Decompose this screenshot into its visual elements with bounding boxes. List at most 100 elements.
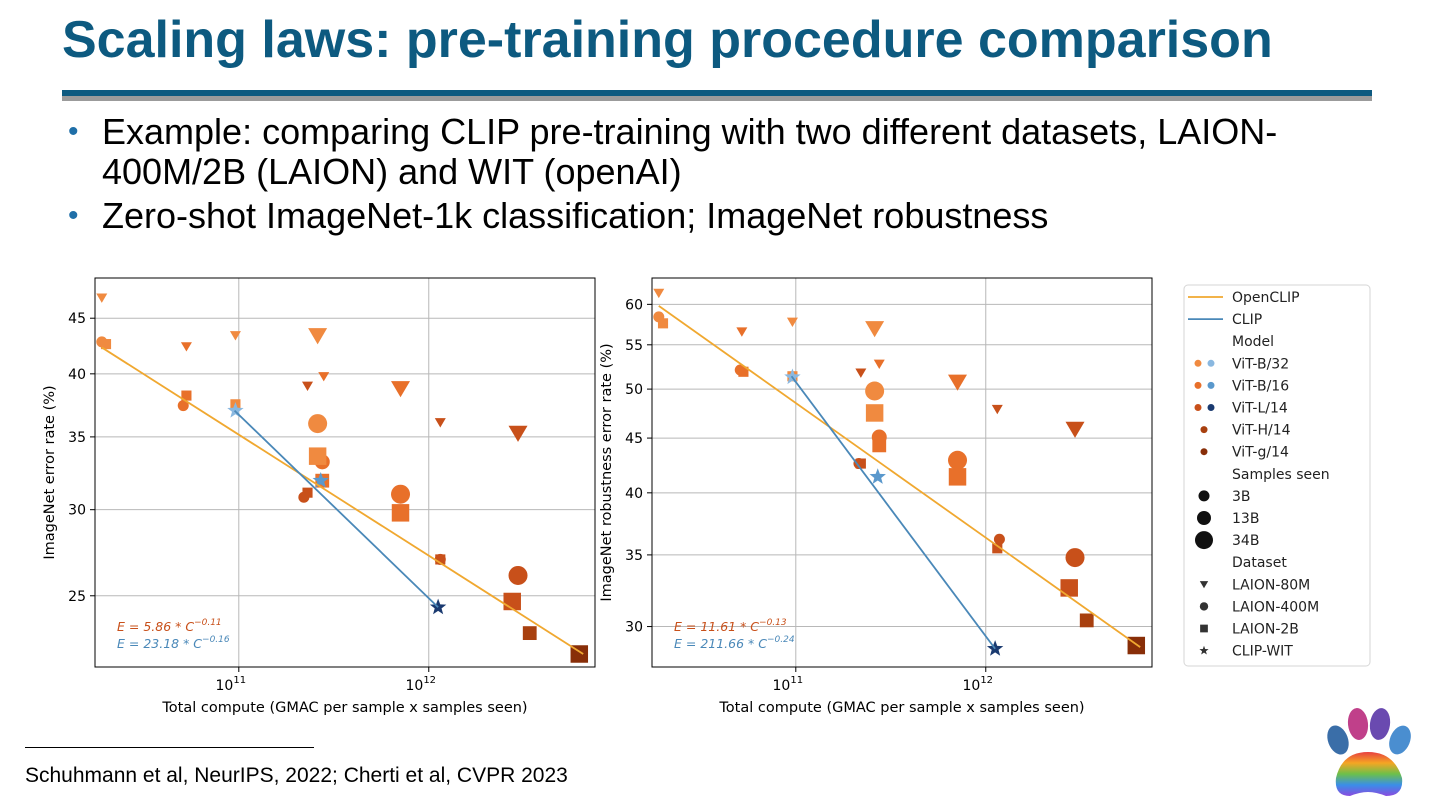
- data-point: [653, 288, 665, 299]
- citation: Schuhmann et al, NeurIPS, 2022; Cherti e…: [25, 764, 568, 787]
- data-point: [736, 327, 748, 337]
- x-tick-base: 10: [405, 678, 423, 694]
- fit-equation-exponent: −0.16: [202, 635, 230, 645]
- data-point: [308, 414, 328, 434]
- fit-equation-exponent: −0.13: [759, 618, 787, 628]
- legend-model-swatch: [1194, 381, 1202, 389]
- legend-marker-swatch: [1199, 645, 1209, 655]
- data-point: [434, 418, 446, 428]
- data-point: [786, 317, 798, 327]
- legend-label: 13B: [1232, 511, 1259, 527]
- fit-line: [658, 305, 1141, 648]
- fit-equation-base: E = 211.66 * C: [674, 636, 767, 651]
- data-point: [657, 318, 669, 329]
- fit-equation-exponent: −0.24: [767, 635, 795, 645]
- y-tick-label: 55: [625, 338, 643, 354]
- fit-equation-exponent: −0.11: [194, 618, 222, 628]
- y-tick-label: 45: [625, 431, 643, 447]
- plot-frame: [94, 277, 596, 668]
- legend-model-swatch: [1207, 381, 1215, 389]
- data-point: [96, 293, 108, 303]
- fit-equation-base: E = 5.86 * C: [117, 619, 194, 634]
- legend-label: ViT-B/16: [1232, 378, 1289, 394]
- plot-frame: [651, 277, 1153, 668]
- y-tick-label: 35: [625, 548, 643, 564]
- legend-model-swatch: [1207, 359, 1215, 367]
- y-tick-label: 30: [625, 620, 643, 636]
- data-point: [738, 366, 749, 377]
- data-point: [391, 381, 411, 398]
- data-point: [229, 331, 241, 341]
- bullet-dot-icon: •: [68, 115, 79, 148]
- fit-equation-base: E = 11.61 * C: [674, 619, 759, 634]
- data-point: [992, 543, 1003, 554]
- x-tick-exponent: 12: [980, 675, 993, 686]
- data-point: [100, 339, 112, 350]
- data-point: [308, 447, 327, 465]
- x-tick-label: 1011: [773, 675, 804, 694]
- x-tick-base: 10: [216, 678, 234, 694]
- legend-size-swatch: [1197, 511, 1211, 525]
- legend-model-swatch: [1200, 448, 1208, 456]
- y-tick-label: 40: [625, 486, 643, 502]
- data-point: [865, 404, 884, 422]
- legend-label: ViT-L/14: [1232, 401, 1288, 417]
- data-point: [873, 359, 885, 370]
- x-tick-label: 1012: [405, 675, 436, 694]
- fit-equation: E = 23.18 * C−0.16: [117, 635, 230, 651]
- x-tick-base: 10: [773, 678, 791, 694]
- y-tick-label: 40: [68, 367, 86, 383]
- data-point: [948, 374, 968, 391]
- data-point: [180, 342, 192, 352]
- fit-equation-base: E = 23.18 * C: [117, 636, 202, 651]
- fit-equation: E = 211.66 * C−0.24: [674, 635, 795, 651]
- legend-model-swatch: [1207, 404, 1215, 411]
- legend-label: LAION-80M: [1232, 577, 1310, 593]
- data-point: [993, 533, 1005, 545]
- data-point: [391, 504, 410, 522]
- legend-model-swatch: [1200, 426, 1208, 434]
- data-point: [177, 400, 189, 412]
- fit-line: [101, 346, 584, 655]
- title-rule-gray: [62, 96, 1372, 101]
- y-axis-label: ImageNet error rate (%): [42, 385, 58, 559]
- legend-label: LAION-2B: [1232, 622, 1299, 638]
- bullet-item: • Zero-shot ImageNet-1k classification; I…: [62, 196, 1402, 236]
- data-point: [312, 472, 329, 488]
- legend-label: ViT-B/32: [1232, 356, 1289, 372]
- slide-title: Scaling laws: pre-training procedure com…: [62, 11, 1273, 69]
- bullet-item: • Example: comparing CLIP pre-training wi…: [62, 112, 1402, 192]
- bullet-text: Zero-shot ImageNet-1k classification; Im…: [102, 195, 1049, 236]
- legend-label: 34B: [1232, 533, 1259, 549]
- data-point: [508, 425, 528, 442]
- legend-label: CLIP-WIT: [1232, 644, 1293, 660]
- data-point: [865, 321, 885, 338]
- footnote-rule: [25, 747, 314, 748]
- x-tick-exponent: 11: [790, 675, 803, 686]
- fit-equation: E = 5.86 * C−0.11: [117, 618, 222, 634]
- x-tick-label: 1012: [962, 675, 993, 694]
- data-point: [227, 402, 244, 418]
- data-point: [318, 372, 330, 382]
- legend-label: OpenCLIP: [1232, 290, 1300, 306]
- legend-marker-swatch: [1199, 581, 1209, 589]
- data-point: [435, 554, 446, 565]
- y-axis-label: ImageNet robustness error rate (%): [599, 343, 615, 601]
- x-tick-exponent: 11: [233, 675, 246, 686]
- legend-label: LAION-400M: [1232, 599, 1319, 615]
- legend-model-swatch: [1194, 359, 1202, 367]
- legend-frame: [1183, 284, 1371, 667]
- bullet-list: • Example: comparing CLIP pre-training wi…: [62, 112, 1402, 240]
- data-point: [948, 450, 968, 470]
- fit-equation: E = 11.61 * C−0.13: [674, 618, 787, 634]
- data-point: [181, 390, 192, 401]
- legend-marker-swatch: [1199, 602, 1209, 611]
- chart-legend: OpenCLIP CLIP Model ViT-B/32 ViT-B/16 ViT-L/1…: [1183, 284, 1371, 667]
- data-point: [865, 381, 885, 401]
- bullet-dot-icon: •: [68, 199, 79, 232]
- legend-label: 3B: [1232, 489, 1251, 505]
- data-point: [855, 368, 867, 378]
- data-point: [1065, 421, 1085, 438]
